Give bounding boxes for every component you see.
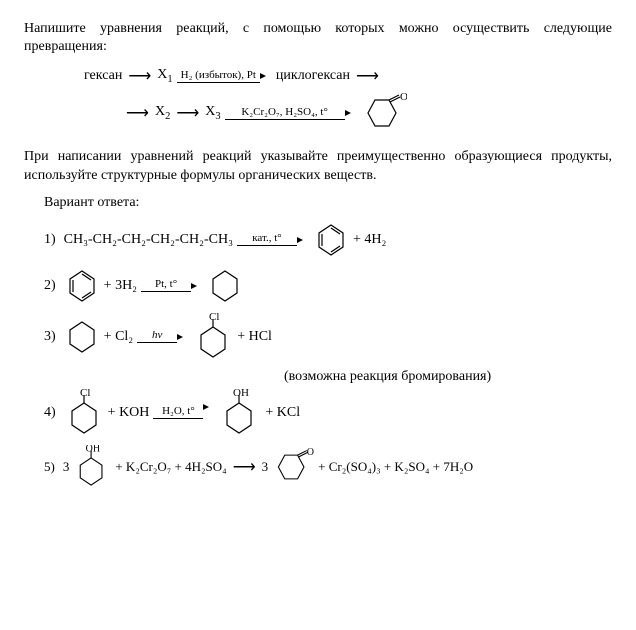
hexane-formula: CH₃-CH₂-CH₂-CH₂-CH₂-CH₃ — [64, 232, 233, 248]
cond-arrow: hν — [137, 330, 177, 343]
reaction-2: 2) + 3H₂ Pt, t° — [44, 267, 612, 305]
cond-arrow: H₂O, t° — [153, 406, 203, 419]
hexane-label: гексан — [84, 68, 122, 84]
rhs-1: + 4H₂ — [353, 232, 386, 248]
svg-text:Cl: Cl — [80, 389, 90, 399]
svg-text:O: O — [307, 447, 314, 458]
plus-oxidant: + K₂Cr₂O₇ + 4H₂SO₄ — [115, 459, 226, 475]
cyclohexanone-icon: O — [272, 447, 314, 487]
rhs-3: + HCl — [237, 329, 272, 345]
mid-text: При написании уравнений реакций указывай… — [24, 148, 612, 184]
rhs-5: + Cr₂(SO₄)₃ + K₂SO₄ + 7H₂O — [318, 459, 473, 475]
rxn-num: 4) — [44, 405, 56, 421]
scheme-line-2: ⟶ X2 ⟶ X3 K₂Cr₂O₇, H₂SO₄, t° O — [124, 92, 612, 134]
note-3: (возможна реакция бромирования) — [284, 369, 612, 385]
chlorocyclohexane-icon: Cl — [193, 313, 233, 361]
cyclohexanol-icon: OH — [219, 389, 261, 437]
cyclohexane-icon — [64, 318, 100, 356]
rhs-4: + KCl — [265, 405, 300, 421]
svg-text:OH: OH — [86, 445, 100, 455]
rxn-num: 5) — [44, 459, 55, 475]
svg-text:OH: OH — [233, 389, 249, 399]
reaction-3: 3) + Cl₂ hν Cl + HCl — [44, 313, 612, 361]
cyclohexanone-icon: O — [361, 92, 407, 134]
cond-arrow-1: H₂ (избыток), Pt — [177, 70, 260, 83]
svg-text:O: O — [400, 92, 407, 103]
arrow-icon: ⟶ — [354, 66, 381, 86]
arrow-icon: ⟶ — [231, 457, 258, 477]
reaction-4: 4) Cl + KOH H₂O, t° OH + KCl — [44, 389, 612, 437]
rxn-num: 2) — [44, 278, 56, 294]
cond-arrow-2: K₂Cr₂O₇, H₂SO₄, t° — [225, 107, 345, 120]
rxn-num: 1) — [44, 232, 56, 248]
chlorocyclohexane-icon: Cl — [64, 389, 104, 437]
cyclohexanol-icon: OH — [73, 445, 111, 489]
x3-label: X3 — [205, 104, 220, 122]
reaction-1: 1) CH₃-CH₂-CH₂-CH₂-CH₂-CH₃ кат., t° + 4H… — [44, 221, 612, 259]
reaction-5: 5) 3 OH + K₂Cr₂O₇ + 4H₂SO₄ ⟶ 3 O + Cr₂(S… — [44, 445, 612, 489]
plus-h2: + 3H₂ — [104, 278, 137, 294]
arrow-icon: ⟶ — [174, 103, 201, 123]
intro-text: Напишите уравнения реакций, с помощью ко… — [24, 20, 612, 56]
arrow-icon: ⟶ — [124, 103, 151, 123]
arrow-icon: ⟶ — [126, 66, 153, 86]
coef-3: 3 — [63, 459, 70, 475]
cyclohexane-icon — [207, 267, 243, 305]
svg-text:Cl: Cl — [209, 313, 219, 323]
cond-arrow: кат., t° — [237, 233, 297, 246]
benzene-icon — [313, 221, 349, 259]
cond-arrow: Pt, t° — [141, 279, 191, 292]
scheme-line-1: гексан ⟶ X1 H₂ (избыток), Pt циклогексан… — [84, 66, 612, 86]
plus-koh: + KOH — [108, 405, 150, 421]
cyclohexane-label: циклогексан — [276, 68, 350, 84]
coef-3b: 3 — [262, 459, 269, 475]
x2-label: X2 — [155, 104, 170, 122]
x1-label: X1 — [157, 67, 172, 85]
rxn-num: 3) — [44, 329, 56, 345]
plus-cl2: + Cl₂ — [104, 329, 134, 345]
answer-header: Вариант ответа: — [44, 195, 612, 211]
benzene-icon — [64, 267, 100, 305]
